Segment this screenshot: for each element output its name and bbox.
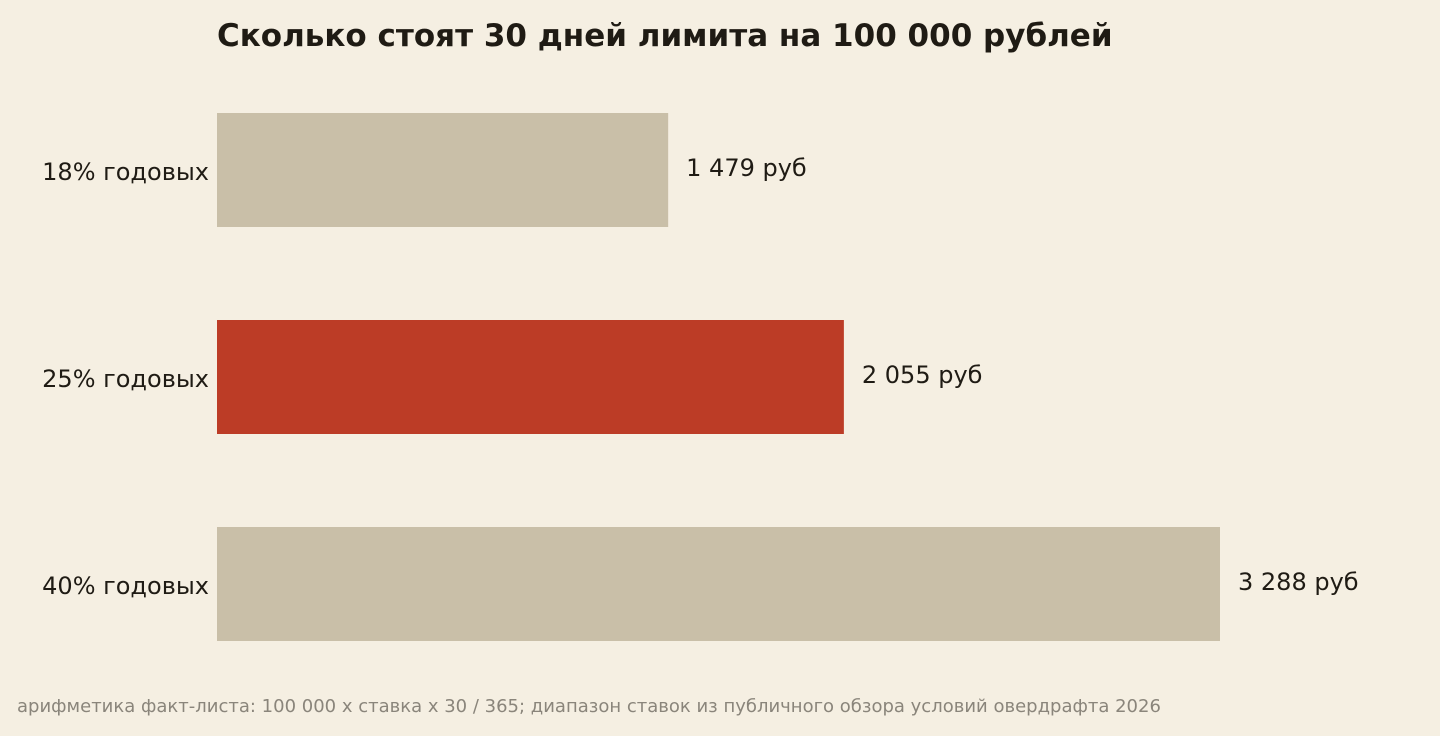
chart-footnote: арифметика факт-листа: 100 000 х ставка … — [17, 696, 1161, 717]
chart-title: Сколько стоят 30 дней лимита на 100 000 … — [217, 18, 1113, 54]
value-label-2: 2 055 руб — [862, 361, 983, 389]
bar-2 — [217, 320, 844, 434]
value-label-3: 3 288 руб — [1238, 568, 1359, 596]
category-label-2: 25% годовых — [42, 365, 209, 393]
bar-3 — [217, 527, 1220, 641]
category-label-3: 40% годовых — [42, 572, 209, 600]
category-label-1: 18% годовых — [42, 158, 209, 186]
value-label-1: 1 479 руб — [686, 154, 807, 182]
bar-1 — [217, 113, 669, 227]
